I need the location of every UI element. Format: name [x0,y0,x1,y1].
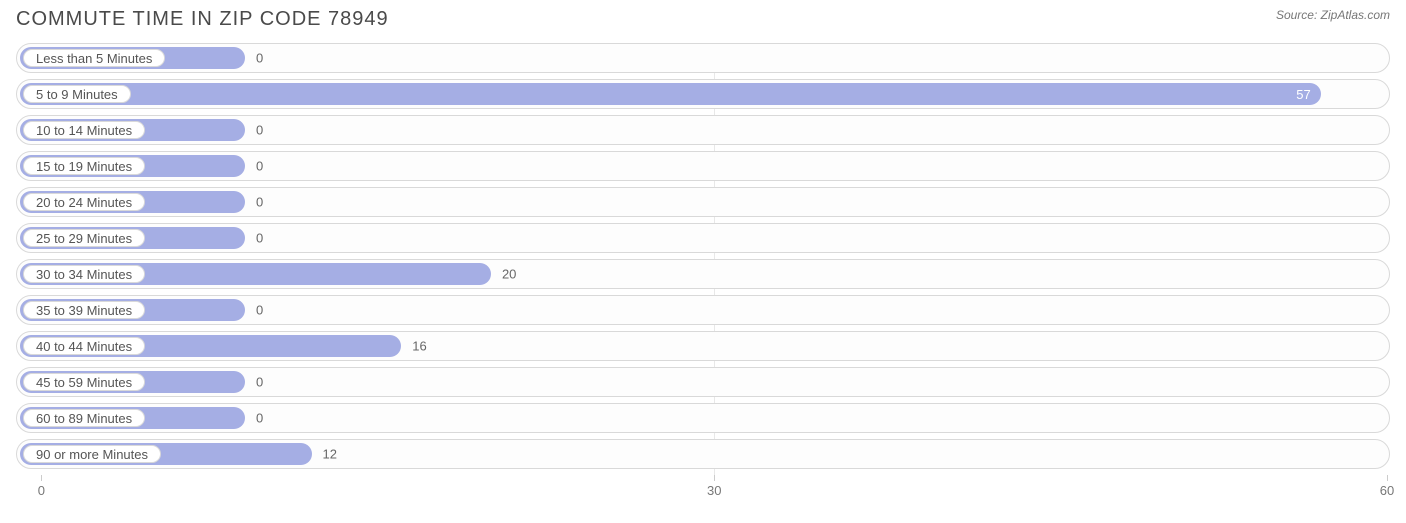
x-axis: 03060 [16,475,1390,505]
bar-row: 57 5 to 9 Minutes [16,79,1390,109]
bar-value: 0 [256,159,263,174]
axis-tick-label: 60 [1380,483,1394,498]
bar-row: 0 Less than 5 Minutes [16,43,1390,73]
bar-label: 30 to 34 Minutes [23,265,145,283]
bar-value: 12 [323,447,337,462]
bar-label: 45 to 59 Minutes [23,373,145,391]
chart-area: 0 Less than 5 Minutes 57 5 to 9 Minutes 0 10 … [0,35,1406,505]
bar-value: 0 [256,195,263,210]
bar-label: 40 to 44 Minutes [23,337,145,355]
chart-source: Source: ZipAtlas.com [1276,8,1390,22]
axis-tick [714,475,715,481]
bar-label: 15 to 19 Minutes [23,157,145,175]
chart-title: COMMUTE TIME IN ZIP CODE 78949 [16,8,389,31]
bar-label: 20 to 24 Minutes [23,193,145,211]
bar-value: 0 [256,123,263,138]
bar-row: 0 35 to 39 Minutes [16,295,1390,325]
bar-row: 0 15 to 19 Minutes [16,151,1390,181]
bar-row: 16 40 to 44 Minutes [16,331,1390,361]
bar-row: 0 20 to 24 Minutes [16,187,1390,217]
chart-header: COMMUTE TIME IN ZIP CODE 78949 Source: Z… [0,0,1406,35]
bar-row: 12 90 or more Minutes [16,439,1390,469]
bar-row: 0 10 to 14 Minutes [16,115,1390,145]
bar-label: Less than 5 Minutes [23,49,165,67]
axis-tick [1387,475,1388,481]
bar-row: 0 60 to 89 Minutes [16,403,1390,433]
bar-value: 57 [1296,87,1310,102]
bar-value: 0 [256,231,263,246]
bar-value: 0 [256,411,263,426]
bar-label: 25 to 29 Minutes [23,229,145,247]
bar-fill: 57 [20,83,1321,105]
bar-label: 60 to 89 Minutes [23,409,145,427]
axis-tick-label: 0 [38,483,45,498]
axis-tick-label: 30 [707,483,721,498]
bar-label: 35 to 39 Minutes [23,301,145,319]
bar-label: 90 or more Minutes [23,445,161,463]
bar-value: 0 [256,303,263,318]
bar-value: 16 [412,339,426,354]
bar-row: 0 25 to 29 Minutes [16,223,1390,253]
axis-tick [41,475,42,481]
bar-row: 20 30 to 34 Minutes [16,259,1390,289]
bar-label: 10 to 14 Minutes [23,121,145,139]
bar-value: 20 [502,267,516,282]
bar-value: 0 [256,51,263,66]
bar-row: 0 45 to 59 Minutes [16,367,1390,397]
bar-label: 5 to 9 Minutes [23,85,131,103]
bar-value: 0 [256,375,263,390]
